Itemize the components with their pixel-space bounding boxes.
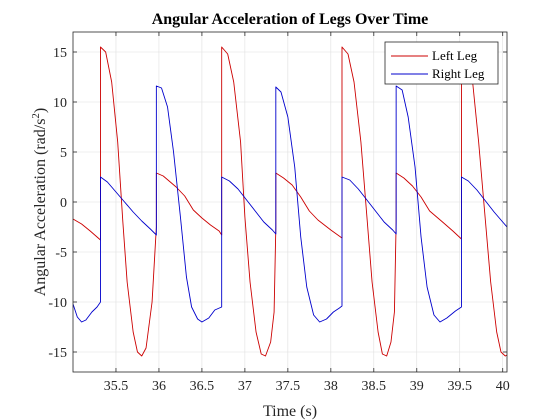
- chart-title: Angular Acceleration of Legs Over Time: [152, 11, 429, 28]
- x-tick-label: 37.5: [276, 379, 301, 394]
- legend-box: [384, 41, 499, 85]
- y-axis-label-superscript: 2: [30, 113, 42, 119]
- x-axis-label: Time (s): [263, 403, 317, 420]
- y-axis-label-tail: ): [32, 108, 49, 113]
- y-tick-label: 0: [60, 196, 67, 211]
- y-tick-label: 15: [53, 46, 67, 61]
- series-line-right-leg: [73, 85, 507, 323]
- y-axis-label-main: Angular Acceleration (rad/s: [32, 119, 49, 297]
- y-tick-label: -10: [48, 296, 67, 311]
- x-tick-label: 40: [496, 379, 510, 394]
- legend-label-right-leg: Right Leg: [432, 66, 485, 81]
- x-tick-label: 35.5: [104, 379, 129, 394]
- y-axis-label: Angular Acceleration (rad/s2): [30, 108, 49, 297]
- legend-label-left-leg: Left Leg: [432, 48, 478, 63]
- x-tick-label: 37: [238, 379, 252, 394]
- legend: Left Leg Right Leg: [384, 41, 499, 85]
- y-axis-ticks: -15 -10 -5 0 5 10 15: [48, 46, 507, 361]
- series-group: [73, 46, 507, 357]
- y-tick-label: 5: [60, 146, 67, 161]
- y-tick-label: 10: [53, 96, 67, 111]
- x-tick-label: 38: [324, 379, 338, 394]
- x-tick-label: 39: [410, 379, 424, 394]
- y-tick-label: -15: [48, 346, 67, 361]
- y-tick-label: -5: [55, 246, 67, 261]
- x-tick-label: 39.5: [447, 379, 472, 394]
- x-tick-label: 36: [152, 379, 166, 394]
- x-tick-label: 38.5: [362, 379, 387, 394]
- x-tick-label: 36.5: [190, 379, 215, 394]
- x-axis-ticks: 35.5 36 36.5 37 37.5 38 38.5 39 39.5 40: [104, 32, 510, 394]
